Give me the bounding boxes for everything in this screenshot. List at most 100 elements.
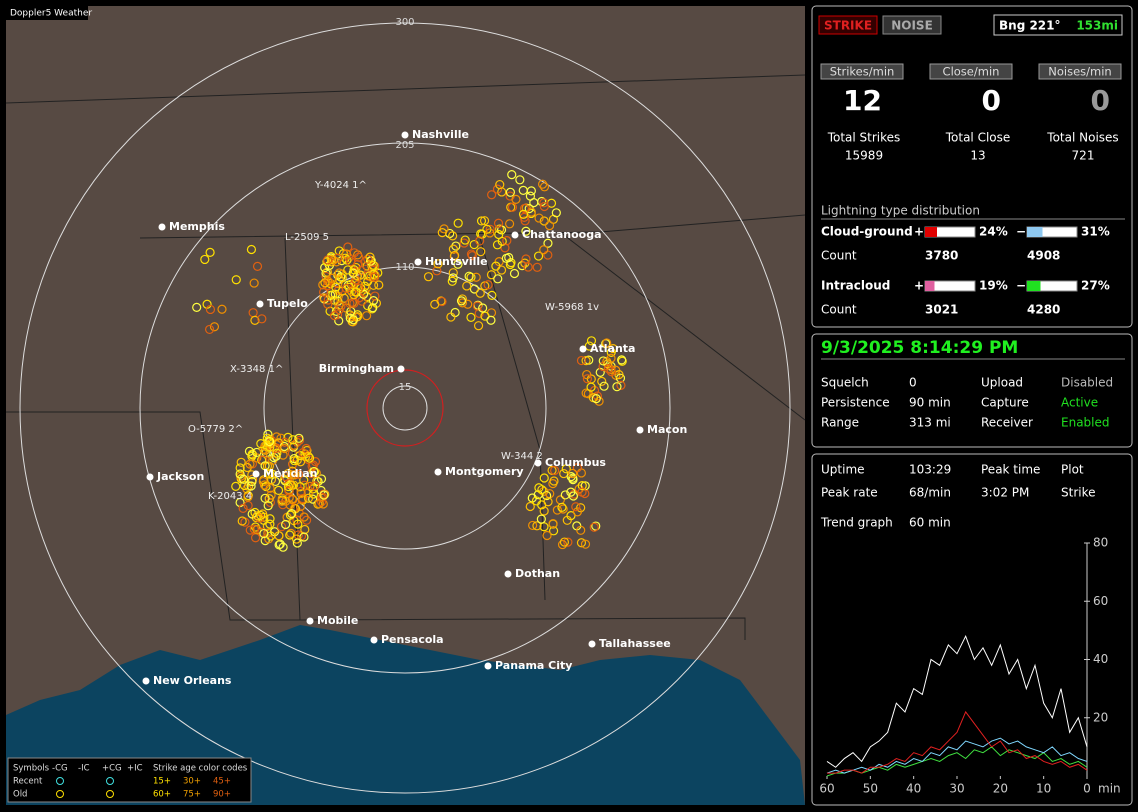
rate-label: Noises/min xyxy=(1048,65,1111,79)
strike-symbol xyxy=(606,367,616,377)
strike-symbol xyxy=(270,476,281,487)
range-ring xyxy=(263,266,547,550)
strike-symbol xyxy=(328,290,338,300)
city-label: Memphis xyxy=(169,220,225,233)
strike-symbol xyxy=(466,272,476,282)
strike-symbol xyxy=(318,499,328,509)
strike-symbol xyxy=(290,470,300,480)
noise-button[interactable] xyxy=(882,15,942,35)
strike-symbol xyxy=(365,271,375,281)
stat: 3:02 PM xyxy=(981,486,1029,500)
strike-symbol xyxy=(323,255,333,265)
strike-symbol xyxy=(534,213,544,223)
station-marker: W-5968 1v xyxy=(545,302,599,313)
strike-symbol xyxy=(493,218,504,228)
strike-symbol xyxy=(614,370,624,380)
strike-symbol xyxy=(334,268,344,278)
strike-symbol xyxy=(258,509,268,519)
legend-type: +IC xyxy=(127,764,143,774)
strike-symbol xyxy=(460,235,470,245)
strike-symbol xyxy=(257,314,267,324)
stat: Peak time xyxy=(981,463,1040,477)
strike-symbol xyxy=(323,299,333,309)
distance: 153mi xyxy=(1076,19,1118,33)
strike-symbol xyxy=(252,261,263,271)
strike-symbol xyxy=(264,494,274,504)
strike-symbol xyxy=(591,521,601,531)
percent: 24% xyxy=(979,225,1008,239)
range-label: 300 xyxy=(395,17,414,28)
strike-button[interactable] xyxy=(818,15,878,35)
strike-button-label[interactable]: STRIKE xyxy=(824,19,872,33)
setting: 90 min xyxy=(909,396,951,410)
strike-symbol xyxy=(521,254,531,264)
strike-symbol xyxy=(529,198,539,208)
strike-symbol xyxy=(576,355,587,366)
strike-symbol xyxy=(320,262,330,273)
strike-symbol xyxy=(345,298,355,309)
strike-symbol xyxy=(331,282,341,292)
strike-symbol xyxy=(448,273,458,283)
strike-symbol xyxy=(543,497,553,507)
strike-symbol xyxy=(617,355,627,365)
strike-symbol xyxy=(231,481,241,491)
strike-symbol xyxy=(539,201,549,212)
strike-symbol xyxy=(270,444,280,454)
setting: Persistence xyxy=(821,396,890,410)
strike-symbol xyxy=(586,336,597,346)
strike-symbol xyxy=(341,283,352,294)
strike-symbol xyxy=(447,276,457,286)
strike-symbol xyxy=(502,236,512,246)
strike-symbol xyxy=(603,363,613,374)
strike-symbol xyxy=(539,473,549,483)
strike-symbol xyxy=(446,312,456,322)
strike-symbol xyxy=(487,290,497,300)
strike-symbol xyxy=(235,463,245,473)
total-label: Total Noises xyxy=(1046,131,1118,145)
city-dot xyxy=(504,570,512,578)
strike-symbol xyxy=(303,451,313,461)
strike-symbol xyxy=(475,236,485,246)
strike-symbol xyxy=(349,265,359,275)
strike-symbol xyxy=(368,303,378,313)
strike-symbol xyxy=(547,465,557,475)
bearing-box xyxy=(993,14,1123,36)
strike-symbol xyxy=(606,347,616,358)
city-label: Birmingham xyxy=(319,362,394,375)
strike-symbol xyxy=(292,538,302,548)
count-label: Count xyxy=(821,303,857,317)
strike-symbol xyxy=(316,474,327,484)
strike-symbol xyxy=(453,259,463,269)
strike-symbol xyxy=(568,473,578,483)
strike-symbol xyxy=(523,262,533,272)
strike-symbol xyxy=(539,198,549,208)
strike-symbol xyxy=(245,525,255,535)
strike-symbol xyxy=(259,444,269,454)
strike-symbol xyxy=(580,539,591,549)
count: 4280 xyxy=(1027,303,1060,317)
strike-symbol xyxy=(496,265,507,275)
strike-symbol xyxy=(286,528,296,538)
legend-symbol xyxy=(56,777,64,785)
strike-symbol xyxy=(532,262,542,272)
strike-symbol xyxy=(562,515,572,525)
legend-age: 90+ xyxy=(213,790,231,800)
strike-symbol xyxy=(586,382,596,392)
strike-symbol xyxy=(349,298,359,308)
legend-age: 60+ xyxy=(153,790,171,800)
city-dot xyxy=(511,231,519,239)
strike-symbol xyxy=(309,481,320,491)
rate-label: Strikes/min xyxy=(830,65,895,79)
state-lines xyxy=(5,74,806,640)
strike-symbol xyxy=(299,512,309,522)
city-dot xyxy=(484,662,492,670)
setting: Disabled xyxy=(1061,376,1113,390)
app-title: Doppler5 Weather xyxy=(10,9,92,19)
city-dot xyxy=(256,300,264,308)
city-dot xyxy=(252,470,260,478)
noise-button-label[interactable]: NOISE xyxy=(891,19,933,33)
city-label: Macon xyxy=(647,423,687,436)
stat: Plot xyxy=(1061,463,1084,477)
total-value: 13 xyxy=(970,149,985,163)
